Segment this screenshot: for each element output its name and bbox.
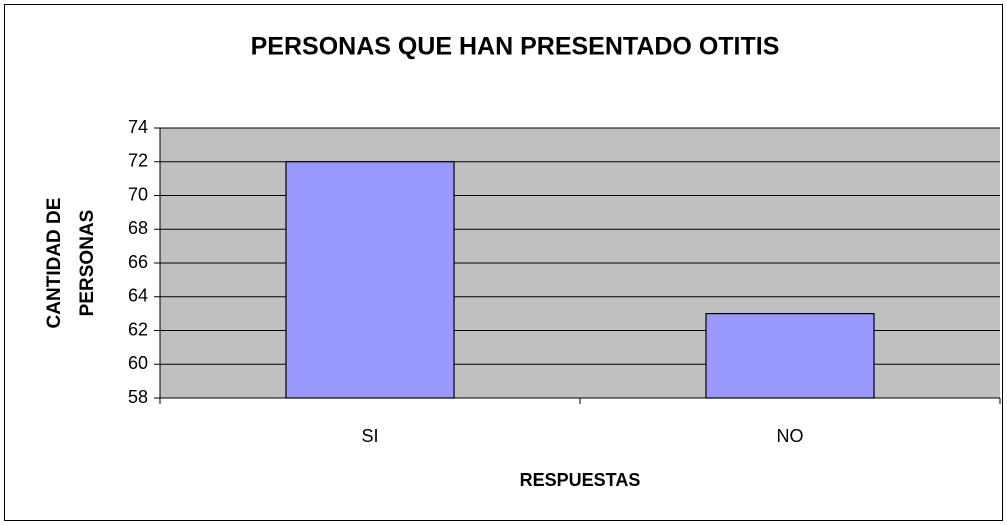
y-tick-label: 72 [128,151,148,171]
bar [285,161,455,399]
y-tick-label: 58 [128,387,148,407]
y-tick-label: 66 [128,252,148,272]
chart-title: PERSONAS QUE HAN PRESENTADO OTITIS [251,33,780,61]
x-tick-label: SI [361,426,378,446]
x-axis-title: RESPUESTAS [520,470,641,490]
y-tick-label: 64 [128,286,148,306]
y-tick-label: 60 [128,353,148,373]
bar [705,313,875,399]
y-tick-label: 62 [128,319,148,339]
y-axis-title: CANTIDAD DE [44,198,65,329]
y-tick-label: 70 [128,184,148,204]
y-tick-label: 74 [128,117,148,137]
x-tick-label: NO [777,426,804,446]
y-tick-label: 68 [128,218,148,238]
y-axis-title: PERSONAS [77,210,98,317]
